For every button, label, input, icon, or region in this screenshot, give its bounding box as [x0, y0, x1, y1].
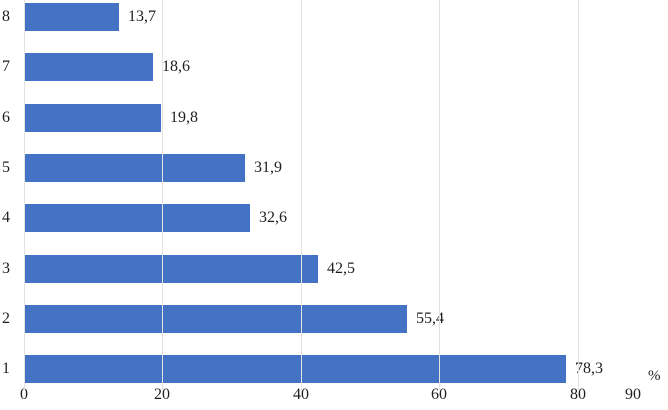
value-label: 19,8	[170, 109, 198, 126]
x-axis-title: %	[648, 368, 661, 384]
category-label: 8	[2, 8, 10, 25]
bar	[24, 53, 153, 81]
bar	[24, 154, 245, 182]
gridline	[439, 0, 440, 390]
value-label: 78,3	[575, 360, 603, 377]
bar	[24, 355, 566, 383]
x-tick-label: 90	[625, 386, 641, 403]
value-label: 55,4	[416, 310, 444, 327]
value-label: 13,7	[128, 8, 156, 25]
bar	[24, 204, 250, 232]
value-label: 42,5	[327, 260, 355, 277]
category-label: 3	[2, 260, 10, 277]
bar	[24, 104, 161, 132]
bar	[24, 255, 318, 283]
value-label: 18,6	[162, 58, 190, 75]
bar	[24, 3, 119, 31]
bar	[24, 305, 407, 333]
category-label: 6	[2, 109, 10, 126]
gridline	[578, 0, 579, 390]
x-tick-label: 60	[431, 386, 447, 403]
x-tick-label: 80	[570, 386, 586, 403]
category-label: 4	[2, 209, 10, 226]
x-tick-label: 40	[293, 386, 309, 403]
category-label: 7	[2, 58, 10, 75]
category-label: 1	[2, 360, 10, 377]
x-tick-label: 20	[154, 386, 170, 403]
category-label: 5	[2, 159, 10, 176]
value-label: 32,6	[259, 209, 287, 226]
x-tick-label: 0	[20, 386, 28, 403]
value-label: 31,9	[254, 159, 282, 176]
category-label: 2	[2, 310, 10, 327]
